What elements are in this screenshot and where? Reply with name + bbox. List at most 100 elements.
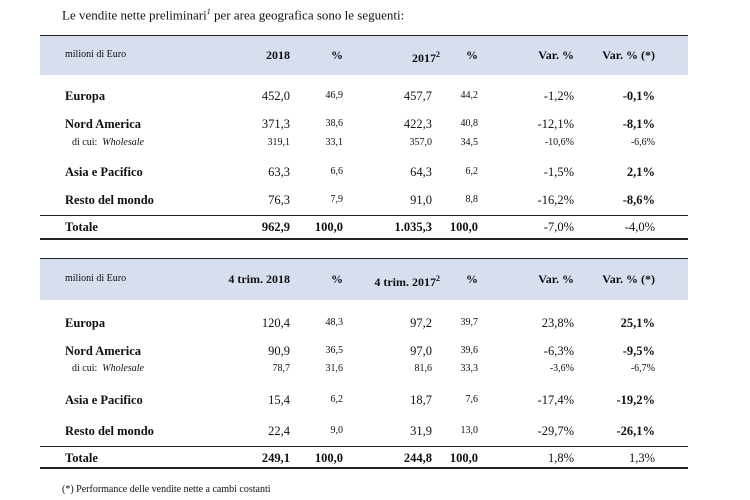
cell: 6,6 <box>330 166 344 177</box>
row-label: Nord America <box>65 344 142 358</box>
header-text: Var. % <box>538 272 574 286</box>
cell: 78,7 <box>272 363 291 374</box>
cell: -6,6% <box>630 137 655 148</box>
header-text: Var. % <box>538 48 574 62</box>
header-cell: Var. % <box>538 47 574 63</box>
cell: 31,6 <box>325 363 344 374</box>
header-cell: milioni di Euro <box>65 273 127 284</box>
header-cell: % <box>466 47 478 63</box>
cell: 100,0 <box>314 451 343 465</box>
header-text: % <box>331 272 343 286</box>
intro-text: per area geografica sono le seguenti: <box>210 7 405 23</box>
cell: 40,8 <box>460 118 479 129</box>
cell: 249,1 <box>261 451 290 465</box>
rule <box>40 238 688 240</box>
cell: -6,7% <box>630 363 655 374</box>
cell: 38,6 <box>325 118 344 129</box>
rule <box>40 467 688 469</box>
cell: 97,2 <box>410 316 432 330</box>
footnote: (*) Performance delle vendite nette a ca… <box>62 484 271 495</box>
header-cell: milioni di Euro <box>65 49 127 60</box>
header-cell: 4 trim. 20172 <box>374 271 440 290</box>
header-text: Var. % (*) <box>602 48 655 62</box>
cell: 452,0 <box>261 89 290 103</box>
header-text: Var. % (*) <box>602 272 655 286</box>
cell: 90,9 <box>268 344 290 358</box>
cell: 100,0 <box>314 220 343 234</box>
cell: 9,0 <box>330 425 344 436</box>
cell: 81,6 <box>414 363 433 374</box>
cell: 962,9 <box>261 220 290 234</box>
cell: 97,0 <box>410 344 432 358</box>
row-label: Europa <box>65 316 106 330</box>
cell: 1,8% <box>547 451 574 465</box>
cell: -8,1% <box>622 117 655 131</box>
row-label: Nord America <box>65 117 142 131</box>
row-label: Asia e Pacifico <box>65 165 143 179</box>
cell: 7,9 <box>330 194 344 205</box>
cell: 1.035,3 <box>394 220 433 234</box>
cell: 457,7 <box>403 89 432 103</box>
cell: 23,8% <box>541 316 574 330</box>
cell: 13,0 <box>460 425 479 436</box>
row-prefix: di cui: <box>72 137 98 148</box>
row-label: di cui: Wholesale <box>72 135 144 151</box>
cell: 15,4 <box>268 393 290 407</box>
intro-superscript: 1 <box>206 7 211 16</box>
header-band <box>40 35 688 75</box>
cell: 34,5 <box>460 137 479 148</box>
row-label: Resto del mondo <box>65 424 154 438</box>
intro-text: Le vendite nette preliminari <box>62 7 207 23</box>
cell: 33,3 <box>460 363 479 374</box>
cell: -16,2% <box>537 193 574 207</box>
rule <box>40 258 688 259</box>
row-label: Totale <box>65 220 98 234</box>
cell: -4,0% <box>624 220 655 234</box>
cell: 371,3 <box>261 117 290 131</box>
header-text: % <box>331 48 343 62</box>
cell: 422,3 <box>403 117 432 131</box>
cell: -9,5% <box>622 344 655 358</box>
cell: 357,0 <box>409 137 433 148</box>
cell: -19,2% <box>616 393 655 407</box>
cell: 1,3% <box>628 451 655 465</box>
header-cell: Var. % (*) <box>602 271 655 287</box>
cell: 120,4 <box>261 316 290 330</box>
header-text: 2018 <box>266 48 290 62</box>
header-text: % <box>466 48 478 62</box>
row-label: Asia e Pacifico <box>65 393 143 407</box>
cell: 63,3 <box>268 165 290 179</box>
cell: 244,8 <box>403 451 432 465</box>
cell: -17,4% <box>537 393 574 407</box>
cell: 33,1 <box>325 137 344 148</box>
cell: -3,6% <box>549 363 574 374</box>
cell: -1,5% <box>543 165 574 179</box>
header-cell: 4 trim. 2018 <box>228 271 290 287</box>
header-text: 4 trim. 2017 <box>374 275 436 289</box>
cell: 6,2 <box>465 166 479 177</box>
row-label: Europa <box>65 89 106 103</box>
header-text: 4 trim. 2018 <box>228 272 290 286</box>
cell: 31,9 <box>410 424 432 438</box>
cell: 18,7 <box>410 393 432 407</box>
rule <box>40 35 688 36</box>
header-text: % <box>466 272 478 286</box>
cell: 319,1 <box>267 137 291 148</box>
cell: -12,1% <box>537 117 574 131</box>
header-band <box>40 258 688 300</box>
cell: 46,9 <box>325 90 344 101</box>
header-cell: Var. % (*) <box>602 47 655 63</box>
cell: -8,6% <box>622 193 655 207</box>
cell: -6,3% <box>543 344 574 358</box>
cell: 22,4 <box>268 424 290 438</box>
cell: -0,1% <box>622 89 655 103</box>
cell: 7,6 <box>465 394 479 405</box>
cell: 76,3 <box>268 193 290 207</box>
header-cell: 20172 <box>412 47 440 66</box>
cell: 91,0 <box>410 193 432 207</box>
header-text: 2017 <box>412 51 436 65</box>
cell: -29,7% <box>537 424 574 438</box>
header-superscript: 2 <box>436 274 440 283</box>
cell: 100,0 <box>449 451 478 465</box>
rule <box>40 215 688 216</box>
